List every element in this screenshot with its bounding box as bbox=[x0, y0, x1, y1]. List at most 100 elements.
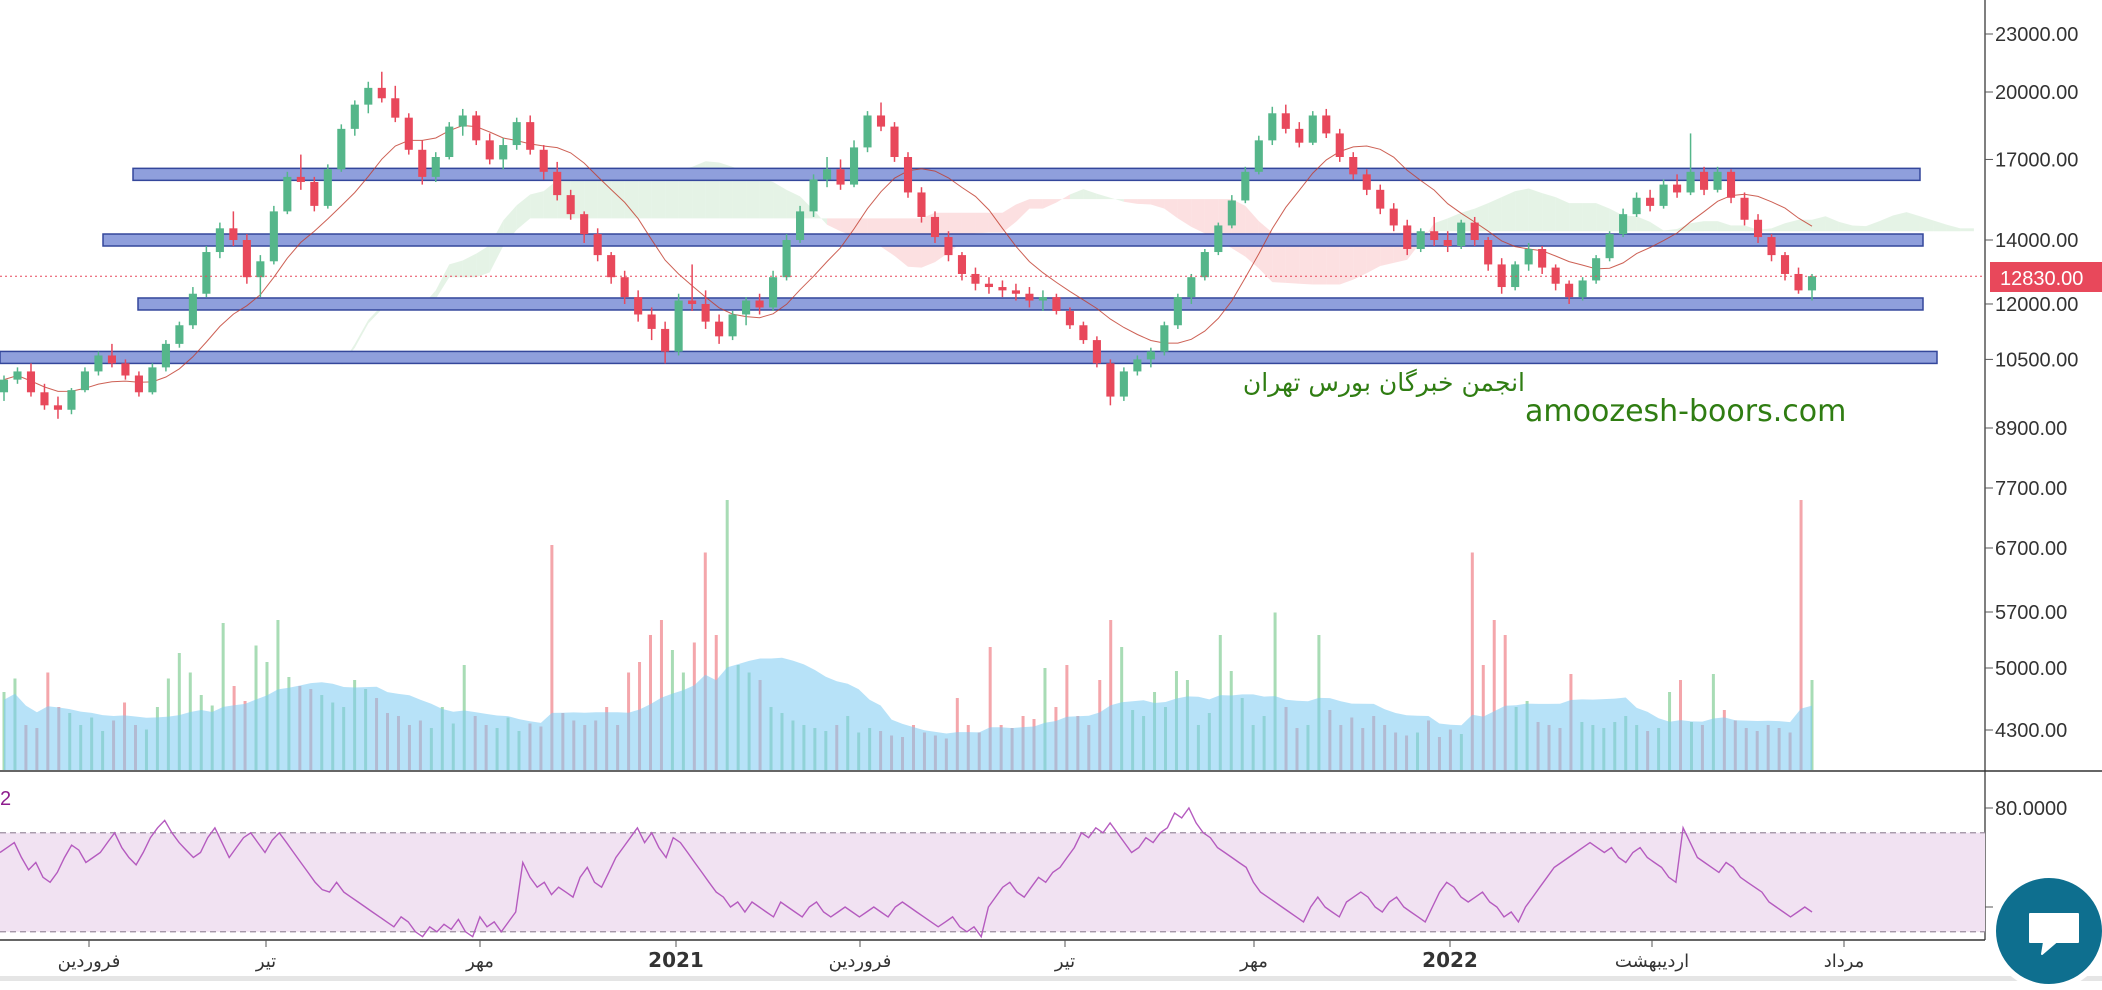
last-price-tag: 12830.00 bbox=[1990, 262, 2102, 292]
zone-rect[interactable] bbox=[0, 350, 1938, 365]
cloud-segment bbox=[1056, 194, 1070, 203]
candle-body bbox=[1605, 234, 1614, 259]
candle-body bbox=[1106, 363, 1115, 397]
candle-body bbox=[607, 255, 616, 278]
volume-bar bbox=[177, 653, 181, 770]
candle-body bbox=[1335, 133, 1344, 158]
candle-body bbox=[445, 126, 454, 158]
time-tick-label: مهر bbox=[465, 951, 494, 972]
chat-button[interactable] bbox=[1990, 872, 2102, 990]
candle-body bbox=[796, 211, 805, 241]
candle-body bbox=[1146, 351, 1155, 360]
candle-body bbox=[1254, 140, 1263, 172]
candle-body bbox=[134, 375, 143, 393]
candle-body bbox=[161, 343, 170, 368]
cloud-segment bbox=[1515, 188, 1529, 232]
candle-body bbox=[1457, 222, 1466, 246]
candle-body bbox=[634, 297, 643, 315]
candle-body bbox=[1011, 290, 1020, 294]
candle-body bbox=[472, 115, 481, 141]
cloud-segment bbox=[1488, 197, 1502, 232]
candle-body bbox=[1119, 371, 1128, 397]
rsi-tick-label: 80.0000 bbox=[1995, 798, 2067, 820]
cloud-segment bbox=[773, 182, 787, 219]
candle-body bbox=[323, 169, 332, 206]
candle-body bbox=[849, 147, 859, 185]
candle-body bbox=[593, 234, 602, 256]
candle-body bbox=[431, 157, 440, 177]
candle-body bbox=[1659, 184, 1668, 206]
candle-body bbox=[836, 169, 845, 185]
candle-body bbox=[1295, 128, 1304, 143]
zone-rect[interactable] bbox=[132, 167, 1921, 182]
cloud-segment bbox=[1906, 212, 1920, 232]
cloud-segment bbox=[1434, 218, 1448, 232]
cloud-segment bbox=[651, 168, 666, 219]
candle-body bbox=[1173, 297, 1182, 326]
price-axis[interactable]: 23000.00 20000.00 17000.00 14000.00 12000.00… bbox=[1985, 24, 2078, 742]
candle-body bbox=[553, 171, 562, 196]
candle-body bbox=[876, 115, 886, 127]
volume-bar bbox=[1799, 500, 1803, 770]
candle-body bbox=[1065, 310, 1074, 326]
cloud-segment bbox=[1542, 193, 1556, 232]
cloud-segment bbox=[665, 168, 679, 219]
candle-body bbox=[998, 287, 1007, 291]
candle-body bbox=[53, 405, 63, 410]
candle-body bbox=[13, 371, 22, 380]
candle-body bbox=[1241, 171, 1250, 201]
candle-body bbox=[1092, 340, 1101, 364]
candle-body bbox=[485, 140, 494, 160]
candle-body bbox=[1538, 249, 1547, 268]
cloud-segment bbox=[435, 264, 450, 299]
volume-bar bbox=[648, 635, 652, 770]
candle-body bbox=[782, 240, 791, 278]
candle-body bbox=[1187, 277, 1196, 298]
candle-body bbox=[1227, 200, 1236, 226]
volume-bar bbox=[1109, 620, 1113, 770]
candle-body bbox=[1767, 237, 1776, 256]
candle-body bbox=[40, 392, 49, 406]
cloud-segment bbox=[1704, 221, 1718, 232]
support-resistance-zones[interactable] bbox=[0, 167, 1938, 365]
candle-body bbox=[688, 300, 697, 304]
candle-body bbox=[310, 182, 319, 206]
time-tick-label: تیر bbox=[1054, 951, 1075, 972]
candle-body bbox=[148, 367, 157, 393]
cloud-segment bbox=[516, 194, 531, 230]
cloud-segment bbox=[1191, 199, 1205, 234]
candle-body bbox=[1484, 240, 1493, 265]
candle-body bbox=[1807, 276, 1817, 291]
candle-body bbox=[944, 237, 953, 256]
cloud-segment bbox=[1596, 203, 1610, 232]
time-tick-label: فروردین bbox=[58, 951, 121, 972]
cloud-segment bbox=[786, 189, 801, 219]
cloud-segment bbox=[1717, 221, 1732, 232]
candle-body bbox=[94, 355, 103, 372]
candle-body bbox=[1430, 231, 1439, 241]
candle-body bbox=[1025, 293, 1034, 301]
candle-body bbox=[512, 122, 521, 146]
volume-bar bbox=[1503, 635, 1507, 770]
cloud-segment bbox=[1812, 216, 1826, 232]
price-tick-label: 12000.00 bbox=[1995, 294, 2078, 316]
candle-body bbox=[674, 300, 683, 352]
candle-body bbox=[1592, 258, 1601, 281]
cloud-segment bbox=[611, 169, 625, 219]
time-tick-label: فروردین bbox=[829, 951, 892, 972]
time-tick-label: 2022 bbox=[1422, 948, 1478, 972]
candle-body bbox=[1726, 171, 1736, 198]
candle-body bbox=[957, 255, 967, 274]
cloud-segment bbox=[1015, 199, 1030, 222]
candle-body bbox=[1551, 267, 1560, 284]
candle-body bbox=[822, 169, 832, 180]
time-axis[interactable]: فروردین تیر مهر 2021 فروردین تیر مهر 2022 اردیبه… bbox=[58, 940, 1865, 972]
zone-rect[interactable] bbox=[102, 233, 1924, 247]
volume-bar bbox=[1043, 668, 1047, 770]
cloud-segment bbox=[840, 218, 855, 237]
cloud-segment bbox=[1177, 199, 1192, 227]
candle-body bbox=[256, 261, 265, 278]
cloud-segment bbox=[1150, 199, 1165, 209]
candle-body bbox=[1322, 115, 1331, 134]
